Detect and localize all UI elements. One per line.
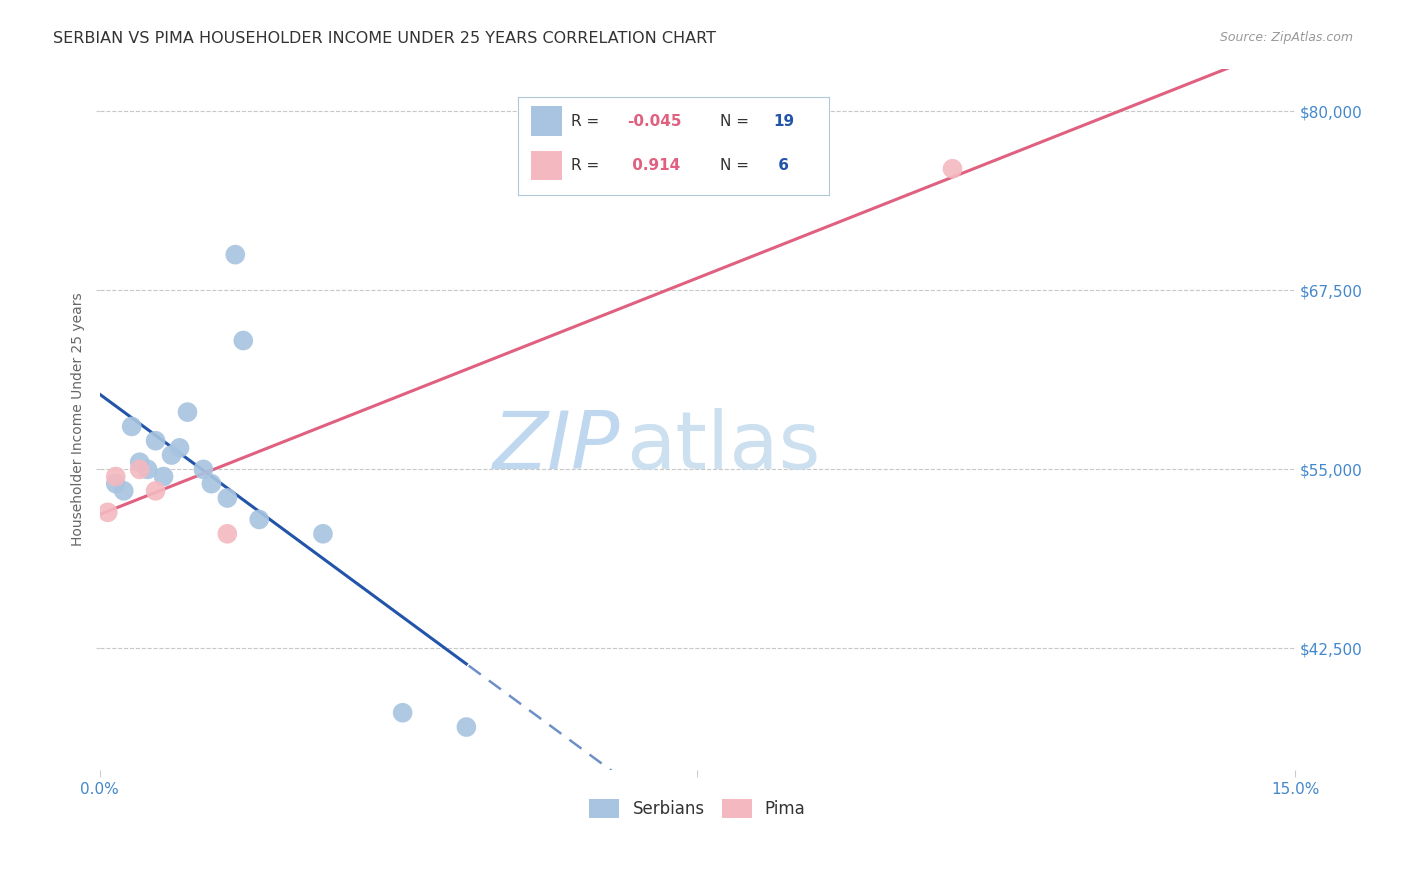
Text: atlas: atlas: [626, 409, 820, 486]
Point: [217, 491, 239, 505]
Point: [160, 448, 183, 462]
Point: [391, 706, 413, 720]
Point: [128, 462, 150, 476]
Y-axis label: Householder Income Under 25 years: Householder Income Under 25 years: [72, 293, 86, 546]
Point: [145, 434, 167, 448]
Point: [97, 505, 120, 519]
Legend: Serbians, Pima: Serbians, Pima: [582, 793, 813, 825]
Point: [104, 476, 127, 491]
Point: [136, 462, 159, 476]
Point: [456, 720, 478, 734]
Point: [121, 419, 143, 434]
Point: [193, 462, 215, 476]
Point: [224, 247, 246, 261]
Text: SERBIAN VS PIMA HOUSEHOLDER INCOME UNDER 25 YEARS CORRELATION CHART: SERBIAN VS PIMA HOUSEHOLDER INCOME UNDER…: [53, 31, 717, 46]
Point: [312, 526, 335, 541]
Point: [152, 469, 174, 483]
Point: [217, 526, 239, 541]
Point: [128, 455, 150, 469]
Point: [232, 334, 254, 348]
Point: [104, 469, 127, 483]
Point: [176, 405, 198, 419]
Point: [112, 483, 135, 498]
Point: [941, 161, 963, 176]
Text: Source: ZipAtlas.com: Source: ZipAtlas.com: [1219, 31, 1353, 45]
Point: [200, 476, 222, 491]
Text: ZIP: ZIP: [492, 409, 620, 486]
Point: [145, 483, 167, 498]
Point: [247, 512, 270, 526]
Point: [169, 441, 191, 455]
